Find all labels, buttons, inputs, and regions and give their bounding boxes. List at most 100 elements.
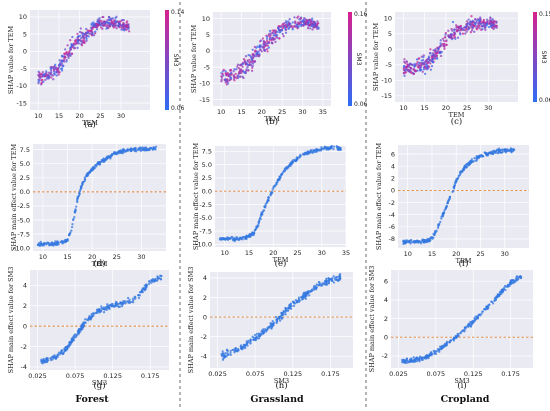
x-tick-label: 15 [421, 104, 429, 112]
y-tick-label: 5.0 [20, 160, 30, 168]
data-point [102, 157, 105, 160]
data-point [332, 275, 335, 278]
data-point [255, 332, 259, 336]
data-point [308, 294, 311, 297]
data-point [81, 39, 84, 42]
y-tick-label: 0 [391, 187, 395, 195]
data-point [243, 60, 247, 64]
data-point [413, 65, 416, 68]
data-point [98, 17, 101, 20]
data-point [160, 275, 163, 278]
data-point [329, 146, 332, 149]
data-point [52, 244, 55, 247]
data-point [259, 334, 262, 337]
data-point [253, 333, 257, 337]
data-point [422, 55, 425, 59]
data-point [242, 70, 245, 73]
y-tick-label: 0 [384, 334, 388, 342]
data-point [85, 39, 88, 42]
data-point [284, 313, 287, 316]
data-point [37, 73, 40, 77]
data-point [316, 20, 319, 23]
y-tick-label: 4 [23, 282, 27, 290]
x-tick-label: 10 [217, 108, 225, 116]
data-point [79, 327, 82, 330]
data-point [414, 240, 417, 243]
y-tick-label: 10 [19, 13, 27, 21]
data-point [62, 64, 65, 67]
data-point [509, 148, 512, 151]
colorbar-min-label: 0.06 [539, 97, 550, 104]
data-point [55, 71, 58, 74]
data-point [113, 305, 116, 308]
data-point [281, 23, 284, 26]
x-tick-label: 10 [34, 112, 42, 120]
data-point [264, 48, 267, 52]
data-point [238, 71, 241, 74]
data-point [153, 278, 156, 281]
x-tick-label: 25 [278, 108, 286, 116]
data-point [405, 357, 409, 360]
data-point [266, 35, 269, 38]
data-point [118, 305, 122, 308]
data-point [73, 210, 76, 213]
data-point [142, 288, 145, 291]
data-point [503, 148, 506, 151]
data-point [312, 150, 315, 154]
data-point [271, 323, 275, 327]
data-point [246, 341, 249, 345]
data-point [120, 302, 123, 306]
data-point [95, 22, 98, 25]
data-point [132, 298, 135, 302]
data-point [324, 283, 327, 286]
y-tick-label: -4 [21, 363, 27, 371]
data-point [458, 174, 461, 177]
data-point [83, 178, 87, 181]
data-point [279, 315, 283, 318]
x-tick-label: 0.125 [283, 370, 302, 378]
data-point [47, 76, 51, 80]
data-point [444, 33, 447, 36]
data-point [465, 30, 468, 33]
data-point [95, 28, 99, 31]
y-tick-label: -10.0 [195, 241, 212, 249]
data-point [75, 38, 78, 41]
data-point [75, 205, 78, 208]
data-point [460, 330, 464, 333]
data-point [63, 57, 66, 60]
data-point [429, 68, 433, 71]
data-point [98, 310, 101, 313]
data-point [469, 160, 473, 164]
data-point [265, 37, 269, 40]
data-point [441, 215, 444, 218]
data-point [100, 22, 103, 25]
data-point [43, 75, 47, 78]
data-point [256, 224, 259, 227]
data-point [109, 156, 112, 159]
data-point [159, 278, 163, 281]
data-point [485, 22, 489, 25]
data-point [245, 68, 248, 71]
data-point [480, 312, 483, 315]
data-point [48, 75, 51, 78]
data-point [469, 320, 472, 324]
data-point [59, 240, 62, 244]
data-point [453, 31, 456, 35]
data-point [242, 76, 245, 80]
data-point [468, 23, 472, 26]
data-point [465, 166, 468, 169]
data-point [37, 80, 40, 83]
data-point [261, 45, 264, 48]
data-point [414, 69, 417, 73]
y-tick-label: -15 [16, 99, 27, 107]
data-point [492, 21, 496, 25]
plot-area [213, 12, 331, 106]
data-point [236, 350, 239, 353]
data-point [90, 316, 93, 319]
x-tick-label: 25 [96, 112, 104, 120]
data-point [327, 148, 330, 151]
data-point [226, 349, 229, 353]
y-axis-label: SHAP main effect value for SM3 [368, 266, 376, 373]
data-point [310, 19, 313, 22]
data-point [310, 288, 314, 291]
